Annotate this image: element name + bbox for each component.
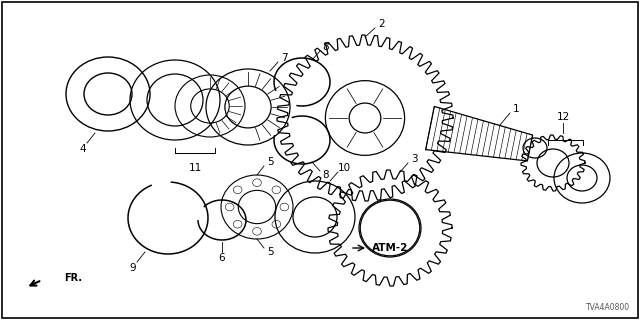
Text: FR.: FR. — [64, 273, 82, 283]
Text: 4: 4 — [80, 144, 86, 154]
Text: 7: 7 — [281, 53, 287, 63]
Text: 3: 3 — [411, 154, 417, 164]
Text: ATM-2: ATM-2 — [372, 243, 408, 253]
Text: 2: 2 — [379, 19, 385, 29]
Text: 11: 11 — [188, 163, 202, 173]
Text: 10: 10 — [337, 163, 351, 173]
Text: 6: 6 — [219, 253, 225, 263]
Text: 5: 5 — [267, 247, 273, 257]
Text: 8: 8 — [323, 42, 330, 52]
Text: 9: 9 — [130, 263, 136, 273]
Text: TVA4A0800: TVA4A0800 — [586, 303, 630, 312]
Text: 12: 12 — [556, 112, 570, 122]
Text: 1: 1 — [513, 104, 519, 114]
Text: 5: 5 — [267, 157, 273, 167]
Text: 8: 8 — [323, 170, 330, 180]
